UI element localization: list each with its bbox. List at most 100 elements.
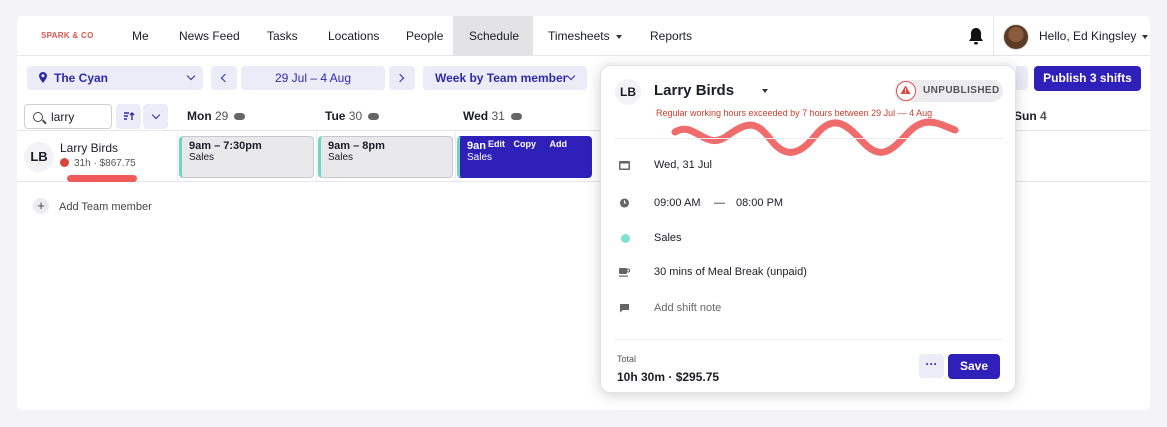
shift-start-time[interactable]: 09:00 AM	[654, 197, 701, 209]
day-header-wed: Wed 31	[463, 109, 522, 123]
popover-avatar: LB	[615, 79, 641, 105]
grid-column-divider	[455, 131, 456, 181]
nav-people[interactable]: People	[406, 29, 444, 43]
more-options-button[interactable]: ···	[919, 354, 944, 378]
save-button[interactable]: Save	[948, 354, 1000, 379]
warning-icon	[60, 158, 69, 167]
shift-break: 30 mins of Meal Break (unpaid)	[654, 266, 807, 278]
shift-time: 9am – 7:30pm	[189, 140, 262, 152]
chevron-down-icon[interactable]	[762, 89, 768, 93]
add-shift-button[interactable]: Add	[549, 139, 568, 149]
day-name: Mon	[187, 109, 212, 123]
role-color-dot	[621, 234, 630, 243]
shift-role: Sales	[328, 152, 354, 163]
location-select[interactable]: The Cyan	[27, 66, 203, 90]
bell-icon[interactable]	[967, 26, 985, 46]
chevron-down-icon	[566, 71, 576, 81]
coffee-cup-icon	[619, 268, 630, 277]
day-num: 29	[215, 109, 229, 123]
nav-me[interactable]: Me	[132, 29, 149, 43]
top-nav: SPARK & CO Me News Feed Tasks Locations …	[17, 16, 1150, 56]
sort-button[interactable]	[116, 104, 141, 129]
shift-card[interactable]: 9am – 8pm Sales	[318, 136, 453, 178]
chevron-down-icon	[1142, 34, 1149, 39]
shift-end-time[interactable]: 08:00 PM	[736, 197, 784, 209]
next-week-button[interactable]	[389, 66, 415, 90]
brand-logo[interactable]: SPARK & CO	[41, 31, 94, 40]
member-avatar[interactable]: LB	[24, 142, 54, 172]
day-num: 31	[491, 109, 505, 123]
nav-reports[interactable]: Reports	[650, 29, 693, 43]
view-select[interactable]: Week by Team member	[423, 66, 587, 90]
add-team-member-label: Add Team member	[59, 201, 152, 213]
location-label: The Cyan	[54, 71, 109, 85]
clock-icon	[619, 198, 630, 208]
sort-options-button[interactable]	[143, 104, 168, 129]
shift-role: Sales	[654, 232, 682, 244]
chevron-down-icon	[615, 34, 622, 39]
popover-divider	[615, 138, 1003, 139]
copy-shift-button[interactable]: Copy	[513, 139, 537, 149]
total-label: Total	[617, 354, 637, 364]
annotation-scribble	[671, 118, 959, 156]
nav-timesheets-label: Timesheets	[548, 29, 610, 43]
shift-date: Wed, 31 Jul	[654, 159, 712, 171]
toolbar-extra-button[interactable]	[1016, 66, 1028, 90]
annotation-scribble	[67, 175, 137, 182]
calendar-icon	[619, 161, 630, 170]
shift-role: Sales	[189, 152, 215, 163]
day-num: 4	[1040, 109, 1047, 123]
shift-note-placeholder[interactable]: Add shift note	[654, 302, 722, 314]
day-num: 30	[348, 109, 363, 123]
shift-time: 9an	[467, 140, 486, 152]
user-greeting: Hello, Ed Kingsley	[1039, 29, 1137, 43]
member-hours-cost: 31h · $867.75	[60, 158, 136, 169]
day-name: Sun	[1014, 109, 1037, 123]
day-name: Tue	[325, 109, 346, 123]
weather-icon	[510, 113, 522, 121]
search-value: larry	[51, 110, 75, 124]
plus-icon: +	[33, 198, 49, 214]
member-name[interactable]: Larry Birds	[60, 141, 119, 155]
member-meta-text: 31h · $867.75	[74, 158, 136, 169]
nav-tasks[interactable]: Tasks	[267, 29, 298, 43]
edit-shift-button[interactable]: Edit	[488, 139, 505, 149]
warning-triangle-icon	[896, 81, 916, 101]
shift-detail-popover: LB Larry Birds UNPUBLISHED Regular worki…	[600, 65, 1016, 393]
day-header-mon: Mon 29	[187, 109, 246, 123]
nav-divider	[993, 16, 994, 56]
total-value: 10h 30m · $295.75	[617, 370, 720, 384]
shift-role: Sales	[467, 152, 493, 163]
popover-member-name[interactable]: Larry Birds	[654, 82, 735, 99]
user-menu[interactable]: Hello, Ed Kingsley	[1039, 29, 1149, 43]
weather-icon	[234, 113, 246, 121]
note-icon	[620, 304, 629, 313]
grid-column-divider	[316, 131, 317, 181]
user-avatar[interactable]	[1003, 24, 1029, 50]
status-badge: UNPUBLISHED	[894, 80, 1003, 102]
shift-card[interactable]: 9am – 7:30pm Sales	[179, 136, 314, 178]
weather-icon	[368, 113, 380, 121]
search-icon	[33, 112, 43, 122]
shift-card-selected[interactable]: 9an Sales Edit Copy Add	[457, 136, 592, 178]
location-pin-icon	[39, 72, 47, 83]
chevron-down-icon	[151, 110, 160, 120]
date-range[interactable]: 29 Jul – 4 Aug	[241, 66, 385, 90]
search-input[interactable]: larry	[24, 104, 112, 129]
nav-locations[interactable]: Locations	[328, 29, 380, 43]
publish-shifts-button[interactable]: Publish 3 shifts	[1034, 66, 1141, 91]
day-name: Wed	[463, 109, 489, 123]
nav-timesheets[interactable]: Timesheets	[534, 16, 636, 56]
prev-week-button[interactable]	[211, 66, 237, 90]
grid-column-divider	[177, 131, 178, 181]
day-header-sun: Sun 4	[1014, 109, 1047, 123]
nav-news-feed[interactable]: News Feed	[179, 29, 240, 43]
status-label: UNPUBLISHED	[923, 85, 1000, 96]
chevron-down-icon	[186, 71, 196, 81]
add-team-member-button[interactable]: + Add Team member	[33, 198, 152, 214]
grid-divider	[17, 130, 1150, 131]
time-separator: —	[714, 197, 725, 209]
nav-schedule[interactable]: Schedule	[453, 16, 533, 56]
chevron-left-icon	[220, 73, 230, 83]
view-label: Week by Team member	[435, 71, 568, 85]
